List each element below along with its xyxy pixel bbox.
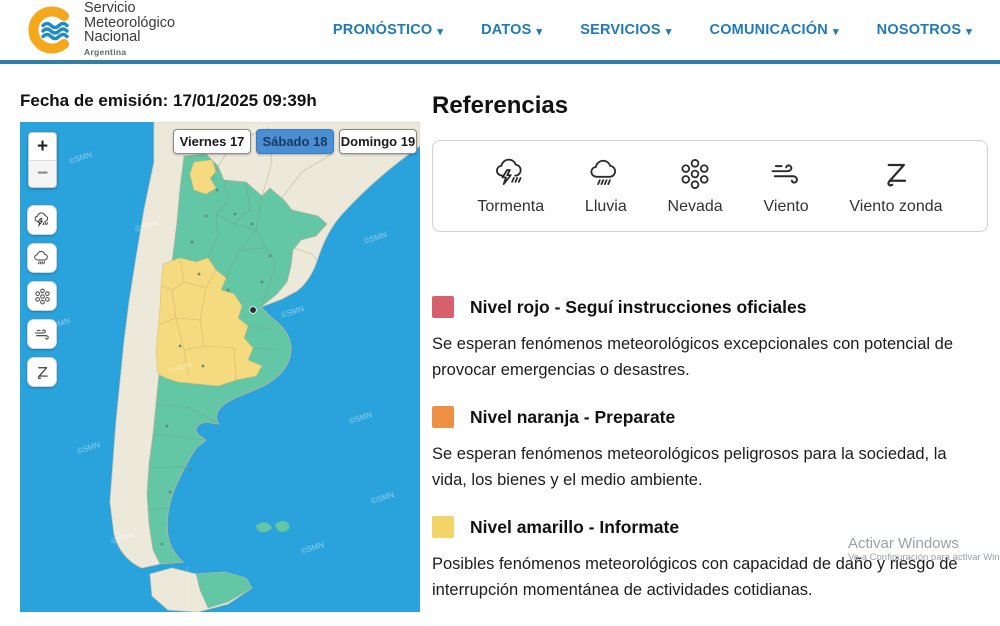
- yellow-alert-zone-north[interactable]: [189, 159, 217, 195]
- logo-line1: Servicio: [84, 0, 136, 16]
- alert-level-yellow: Nivel amarillo - Informate Posibles fenó…: [432, 516, 988, 603]
- chevron-down-icon: ▾: [665, 25, 672, 38]
- red-level-description: Se esperan fenómenos meteorológicos exce…: [432, 335, 953, 380]
- tab-domingo-19[interactable]: Domingo 19: [339, 129, 417, 154]
- snow-icon: [677, 156, 713, 192]
- yellow-alert-zone-central[interactable]: [155, 257, 263, 387]
- references-title: Referencias: [432, 92, 569, 119]
- orange-level-square: [432, 406, 454, 429]
- rain-icon: [33, 249, 52, 268]
- nav-comunicacion[interactable]: COMUNICACIÓN ▾: [709, 22, 839, 38]
- legend-nevada: Nevada: [668, 156, 723, 216]
- city-dots: [160, 188, 272, 546]
- red-level-title: Nivel rojo - Seguí instrucciones oficial…: [470, 296, 807, 317]
- province-borders: [147, 165, 277, 511]
- alert-level-orange: Nivel naranja - Preparate Se esperan fen…: [432, 406, 988, 493]
- legend-box: Tormenta Lluvia Nevada Viento Viento zon…: [432, 140, 988, 232]
- alert-map[interactable]: ©SMN ©SMN ©SMN ©SMN ©SMN ©SMN ©SMN ©SMN …: [20, 122, 420, 612]
- map-zoom-control: + −: [28, 132, 57, 188]
- tierra-del-fuego-argentina[interactable]: [195, 571, 253, 609]
- map-layer-buttons: [27, 205, 57, 387]
- legend-tormenta: Tormenta: [477, 156, 544, 216]
- chevron-down-icon: ▾: [832, 25, 839, 38]
- province-borders-yellow: [159, 257, 237, 381]
- legend-viento-zonda: Viento zonda: [849, 156, 943, 216]
- orange-level-title: Nivel naranja - Preparate: [470, 406, 676, 427]
- nav-servicios[interactable]: SERVICIOS ▾: [580, 22, 672, 38]
- rain-icon: [588, 156, 624, 192]
- logo-line3: Nacional: [84, 29, 141, 45]
- argentina-map[interactable]: ©SMN ©SMN ©SMN ©SMN ©SMN ©SMN ©SMN ©SMN …: [20, 122, 420, 612]
- malvinas-islands: [256, 521, 290, 533]
- day-tabs: Viernes 17 Sábado 18 Domingo 19: [173, 129, 417, 154]
- zonda-icon: [33, 363, 52, 382]
- zoom-in-button[interactable]: +: [29, 133, 56, 160]
- yellow-level-square: [432, 516, 454, 539]
- red-level-square: [432, 296, 454, 318]
- emission-date: Fecha de emisión: 17/01/2025 09:39h: [20, 91, 317, 110]
- alert-level-red: Nivel rojo - Seguí instrucciones oficial…: [432, 296, 988, 383]
- storm-icon: [493, 156, 529, 192]
- buenos-aires-marker[interactable]: [249, 306, 257, 314]
- chevron-down-icon: ▾: [437, 25, 444, 38]
- storm-layer-button[interactable]: [27, 205, 57, 235]
- site-header: Servicio Meteorológico Nacional Argentin…: [0, 0, 1000, 60]
- nav-datos[interactable]: DATOS ▾: [481, 22, 543, 38]
- rain-layer-button[interactable]: [27, 243, 57, 273]
- legend-lluvia: Lluvia: [585, 156, 627, 216]
- nav-nosotros[interactable]: NOSOTROS ▾: [876, 22, 972, 38]
- tab-sabado-18[interactable]: Sábado 18: [256, 129, 334, 154]
- zonda-layer-button[interactable]: [27, 357, 57, 387]
- orange-level-description: Se esperan fenómenos meteorológicos peli…: [432, 445, 947, 490]
- smn-logo[interactable]: Servicio Meteorológico Nacional Argentin…: [22, 1, 175, 59]
- main-nav: PRONÓSTICO ▾ DATOS ▾ SERVICIOS ▾ COMUNICACI…: [333, 22, 986, 38]
- storm-icon: [33, 211, 52, 230]
- wind-icon: [33, 325, 52, 344]
- nav-pronostico[interactable]: PRONÓSTICO ▾: [332, 22, 444, 38]
- zoom-out-button[interactable]: −: [29, 160, 56, 187]
- logo-country: Argentina: [84, 46, 127, 57]
- snow-icon: [33, 287, 52, 306]
- smn-logo-icon: [28, 6, 69, 54]
- smn-logo-text: Servicio Meteorológico Nacional Argentin…: [84, 1, 175, 59]
- zonda-icon: [878, 156, 914, 192]
- legend-viento: Viento: [764, 156, 809, 216]
- snow-layer-button[interactable]: [27, 281, 57, 311]
- yellow-level-description: Posibles fenómenos meteorológicos con ca…: [432, 555, 958, 600]
- wind-layer-button[interactable]: [27, 319, 57, 349]
- chevron-down-icon: ▾: [966, 25, 972, 38]
- yellow-level-title: Nivel amarillo - Informate: [470, 516, 680, 537]
- header-divider: [0, 60, 1000, 64]
- tab-viernes-17[interactable]: Viernes 17: [173, 129, 251, 154]
- wind-icon: [768, 156, 804, 192]
- references-section: Referencias Tormenta Lluvia Nevada Vient…: [432, 92, 988, 626]
- chevron-down-icon: ▾: [536, 25, 543, 38]
- logo-line2: Meteorológico: [84, 14, 176, 31]
